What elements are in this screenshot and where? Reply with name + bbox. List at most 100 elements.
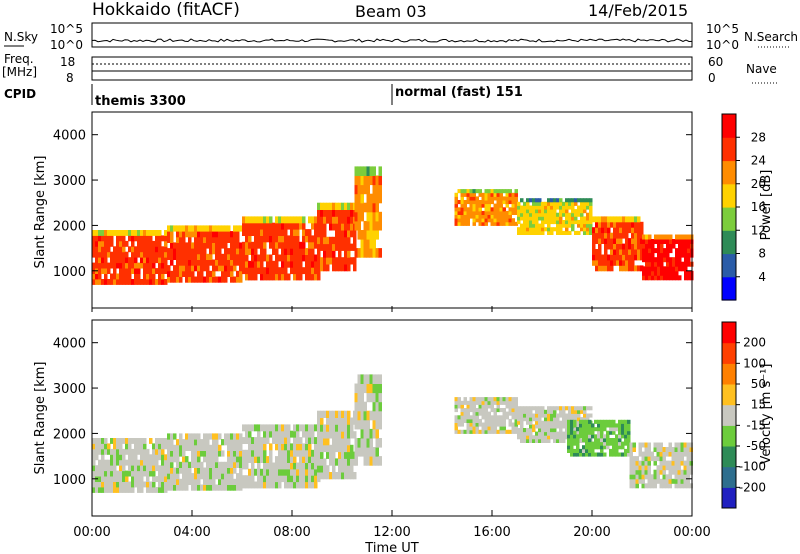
- power-cell: [637, 265, 641, 272]
- power-cell: [254, 248, 258, 255]
- power-cell: [481, 210, 485, 215]
- power-cell: [278, 235, 282, 243]
- power-cell: [344, 250, 348, 258]
- power-cell: [320, 236, 324, 245]
- velocity-cell: [629, 447, 633, 452]
- power-cell: [616, 259, 620, 266]
- power-cell: [245, 273, 249, 281]
- velocity-cell: [137, 459, 141, 466]
- power-cell: [475, 210, 479, 215]
- velocity-cell: [149, 438, 153, 444]
- velocity-cell: [579, 434, 583, 439]
- power-cell: [335, 230, 339, 238]
- power-cell: [601, 227, 605, 234]
- power-cell: [478, 214, 482, 219]
- velocity-cell: [363, 410, 367, 421]
- velocity-cell: [110, 448, 114, 455]
- velocity-cell: [366, 428, 370, 439]
- velocity-cell: [496, 408, 500, 413]
- velocity-cell: [550, 409, 554, 414]
- power-cell: [517, 201, 521, 206]
- velocity-cell: [583, 417, 587, 422]
- velocity-cell: [161, 448, 165, 455]
- power-cell: [242, 222, 246, 230]
- velocity-cell: [469, 415, 473, 420]
- power-cell: [308, 260, 312, 268]
- velocity-cell: [110, 454, 114, 461]
- power-cell: [672, 261, 676, 267]
- velocity-cell: [621, 427, 625, 432]
- power-cell: [107, 279, 111, 285]
- velocity-cell: [257, 468, 261, 476]
- power-cell: [185, 270, 189, 277]
- power-cell: [369, 202, 373, 213]
- power-cell: [535, 209, 539, 214]
- power-cell: [347, 216, 351, 224]
- power-cell: [101, 230, 105, 236]
- velocity-cell: [335, 444, 339, 453]
- power-cell: [353, 230, 357, 238]
- velocity-cell: [505, 397, 509, 402]
- velocity-cell: [553, 413, 557, 418]
- power-cell: [290, 260, 294, 268]
- velocity-cell: [209, 444, 213, 451]
- velocity-cell: [155, 454, 159, 461]
- power-cell: [122, 268, 126, 274]
- velocity-cell: [287, 468, 291, 476]
- velocity-cell: [460, 411, 464, 416]
- velocity-cell: [567, 430, 571, 435]
- colorbar-tick-label: 50: [751, 377, 766, 391]
- power-cell: [619, 249, 623, 255]
- velocity-cell: [570, 448, 574, 453]
- velocity-cell: [167, 473, 171, 480]
- power-cell: [654, 239, 658, 244]
- power-cell: [529, 223, 533, 228]
- power-cell: [651, 266, 655, 272]
- velocity-cell: [218, 478, 222, 485]
- power-cell: [372, 175, 376, 186]
- power-cell: [176, 242, 180, 249]
- velocity-cell: [375, 419, 379, 430]
- velocity-cell: [653, 474, 657, 480]
- power-cell: [341, 209, 345, 217]
- power-cell: [369, 175, 373, 186]
- power-cell: [170, 248, 174, 255]
- power-cell: [505, 221, 509, 226]
- power-cell: [95, 262, 99, 269]
- velocity-cell: [638, 451, 642, 457]
- velocity-cell: [656, 456, 660, 462]
- velocity-cell: [638, 442, 642, 448]
- velocity-cell: [326, 431, 330, 439]
- velocity-cell: [508, 400, 512, 405]
- velocity-cell: [182, 444, 186, 451]
- velocity-cell: [565, 428, 569, 433]
- velocity-cell: [206, 473, 210, 480]
- velocity-cell: [372, 428, 376, 439]
- power-cell: [206, 270, 210, 277]
- velocity-cell: [233, 478, 237, 485]
- power-cell: [526, 223, 530, 228]
- power-cell: [320, 264, 324, 272]
- power-cell: [604, 254, 608, 261]
- velocity-cell: [209, 478, 213, 485]
- power-cell: [317, 257, 321, 265]
- power-cell: [556, 216, 560, 221]
- velocity-cell: [372, 383, 376, 394]
- velocity-cell: [508, 397, 512, 402]
- power-cell: [191, 265, 195, 272]
- velocity-cell: [472, 408, 476, 413]
- power-cell: [188, 231, 192, 238]
- x-tick-label: 12:00: [373, 525, 410, 540]
- power-cell: [574, 216, 578, 221]
- power-cell: [589, 216, 593, 221]
- velocity-cell: [529, 420, 533, 425]
- power-cell: [502, 210, 506, 215]
- nave-label: Nave: [746, 62, 777, 76]
- velocity-cell: [131, 465, 135, 472]
- velocity-cell: [128, 459, 132, 466]
- power-cell: [326, 257, 330, 265]
- velocity-cell: [305, 424, 309, 432]
- power-cell: [116, 273, 120, 280]
- power-cell: [484, 200, 488, 205]
- colorbar-swatch: [722, 384, 736, 406]
